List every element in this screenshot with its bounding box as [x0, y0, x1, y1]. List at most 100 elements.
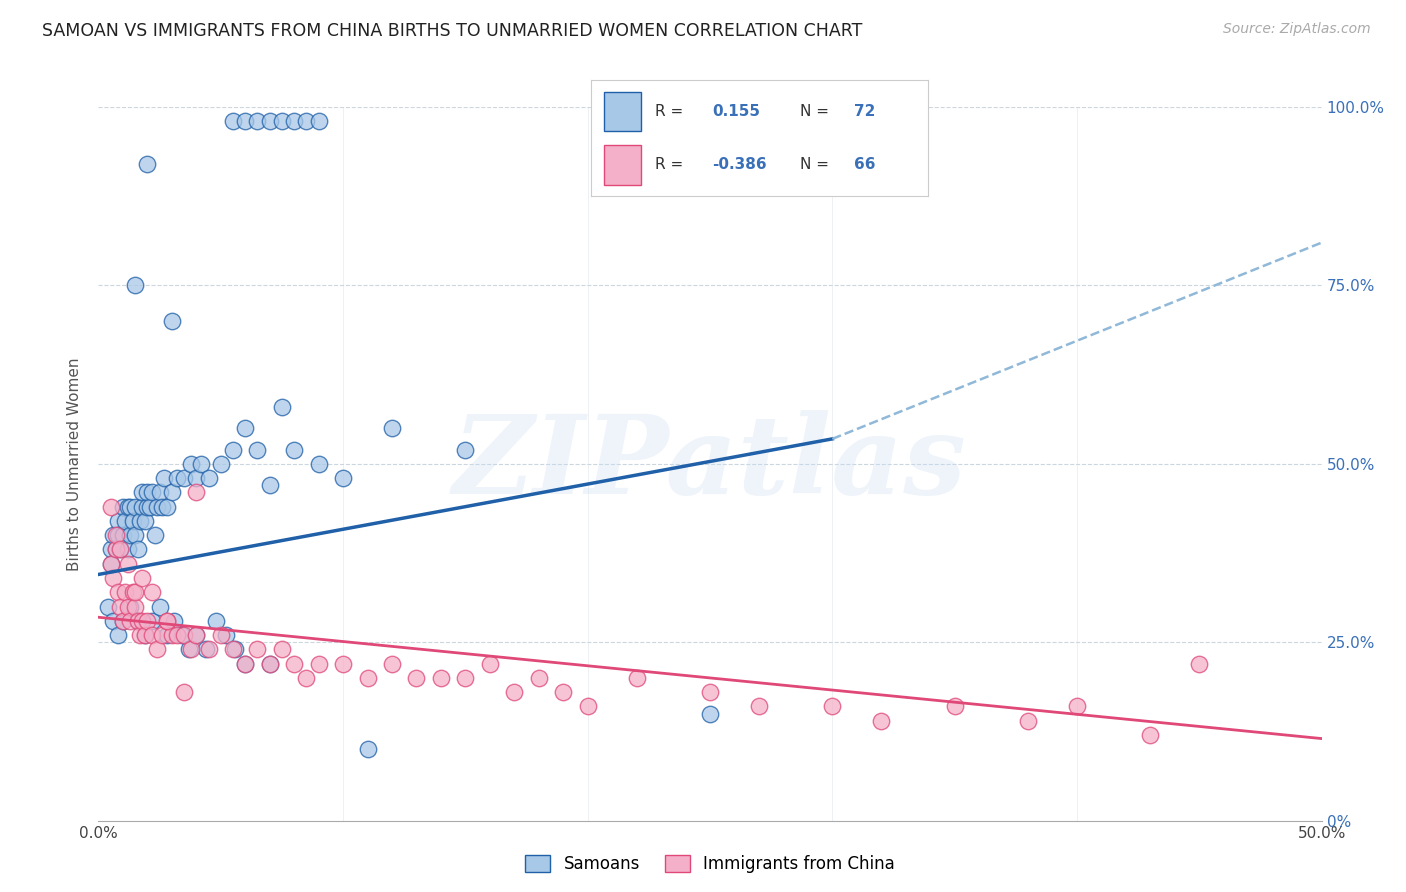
Point [114, 514, 136, 528]
Point [129, 514, 152, 528]
Point [101, 528, 124, 542]
Point [141, 614, 163, 628]
Point [120, 599, 142, 614]
Text: R =: R = [655, 104, 688, 120]
Point [270, 400, 294, 414]
Point [120, 528, 142, 542]
Point [209, 628, 232, 642]
Point [748, 699, 770, 714]
Point [1139, 728, 1161, 742]
Point [143, 528, 166, 542]
Point [141, 585, 163, 599]
Point [160, 628, 183, 642]
Text: SAMOAN VS IMMIGRANTS FROM CHINA BIRTHS TO UNMARRIED WOMEN CORRELATION CHART: SAMOAN VS IMMIGRANTS FROM CHINA BIRTHS T… [42, 22, 862, 40]
Point [146, 642, 169, 657]
Point [131, 500, 153, 514]
Point [104, 542, 127, 557]
Point [576, 699, 599, 714]
Point [170, 628, 193, 642]
Text: R =: R = [655, 157, 688, 172]
Point [129, 628, 152, 642]
Point [233, 657, 256, 671]
Point [308, 657, 330, 671]
Point [100, 542, 122, 557]
Point [295, 671, 318, 685]
Point [259, 657, 281, 671]
Point [107, 514, 129, 528]
Point [111, 528, 134, 542]
Point [136, 614, 159, 628]
Point [527, 671, 550, 685]
Point [136, 500, 159, 514]
Point [270, 642, 294, 657]
Point [121, 585, 143, 599]
Point [134, 628, 156, 642]
Point [117, 599, 139, 614]
Point [110, 542, 132, 557]
Point [120, 500, 142, 514]
Point [870, 714, 893, 728]
Point [332, 471, 354, 485]
Y-axis label: Births to Unmarried Women: Births to Unmarried Women [67, 357, 83, 571]
Point [156, 614, 179, 628]
Point [259, 478, 281, 492]
Point [190, 457, 212, 471]
Point [356, 742, 378, 756]
Point [454, 671, 477, 685]
Point [308, 114, 330, 128]
Point [356, 671, 378, 685]
Point [134, 628, 156, 642]
Point [117, 542, 139, 557]
Point [134, 514, 156, 528]
Point [214, 628, 236, 642]
Point [222, 642, 245, 657]
Point [107, 528, 129, 542]
Point [101, 614, 124, 628]
Point [117, 500, 139, 514]
Point [100, 557, 122, 571]
Point [136, 485, 159, 500]
Text: N =: N = [800, 104, 834, 120]
Text: -0.386: -0.386 [711, 157, 766, 172]
Point [259, 657, 281, 671]
Point [283, 442, 305, 457]
Point [156, 500, 179, 514]
Point [150, 500, 173, 514]
Point [1188, 657, 1211, 671]
Point [405, 671, 427, 685]
FancyBboxPatch shape [605, 145, 641, 185]
Point [163, 614, 186, 628]
Point [381, 657, 404, 671]
Text: Source: ZipAtlas.com: Source: ZipAtlas.com [1223, 22, 1371, 37]
Point [104, 528, 127, 542]
Point [156, 628, 179, 642]
Point [259, 114, 281, 128]
Point [127, 614, 149, 628]
Point [295, 114, 318, 128]
Point [553, 685, 575, 699]
Point [381, 421, 404, 435]
Point [177, 642, 200, 657]
Point [699, 685, 721, 699]
Point [246, 442, 269, 457]
Point [131, 571, 153, 585]
Point [943, 699, 966, 714]
Point [160, 485, 183, 500]
Point [222, 114, 245, 128]
Point [131, 485, 153, 500]
Point [246, 642, 269, 657]
Point [114, 585, 136, 599]
Point [150, 628, 173, 642]
Point [153, 471, 176, 485]
Point [283, 657, 305, 671]
Point [146, 500, 169, 514]
Point [111, 500, 134, 514]
Point [127, 614, 149, 628]
Point [1066, 699, 1088, 714]
Point [124, 599, 146, 614]
Point [283, 114, 305, 128]
Text: 66: 66 [853, 157, 875, 172]
Point [117, 557, 139, 571]
Point [222, 442, 245, 457]
Point [127, 542, 149, 557]
